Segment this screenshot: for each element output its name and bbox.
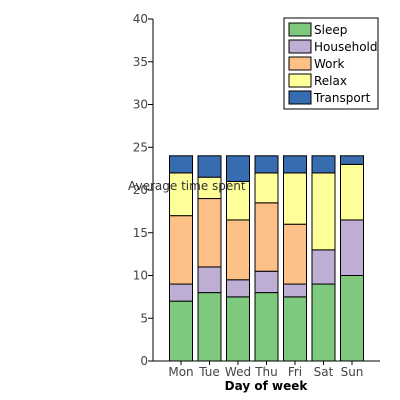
y-tick-label: 10: [133, 269, 148, 283]
x-ticks-layer: Mon Tue Wed Thu Fri Sat Sun: [168, 361, 363, 379]
bar-sat-relax: [311, 172, 336, 251]
legend-swatch-relax: [288, 73, 312, 88]
y-tick-label: 20: [133, 183, 148, 197]
legend-swatch-sleep: [288, 22, 312, 37]
bar-wed-work: [226, 219, 250, 281]
legend-label-relax: Relax: [314, 74, 347, 88]
y-tick-label: 25: [133, 140, 148, 154]
bar-fri-sleep: [283, 296, 307, 362]
x-tick-label: Wed: [225, 365, 251, 379]
bar-fri-work: [283, 223, 307, 285]
bar-sun-relax: [340, 163, 364, 221]
legend-label-transport: Transport: [313, 91, 371, 105]
legend-label-household: Household: [314, 40, 378, 54]
bars-layer: [169, 155, 364, 362]
bar-sat-household: [311, 249, 336, 285]
bar-mon-sleep: [169, 300, 193, 362]
bar-tue-sleep: [197, 292, 222, 362]
legend: Sleep Household Work Relax Transport: [283, 17, 379, 110]
bar-thu-household: [254, 270, 279, 294]
x-tick-label: Mon: [168, 365, 193, 379]
bar-sun-household: [340, 219, 364, 277]
y-tick-label: 35: [133, 55, 148, 69]
bar-fri-relax: [283, 172, 307, 225]
x-tick-label: Tue: [198, 365, 220, 379]
x-tick-label: Sat: [314, 365, 334, 379]
x-tick-label: Fri: [288, 365, 302, 379]
bar-thu-sleep: [254, 292, 279, 362]
bar-tue-household: [197, 266, 222, 294]
legend-swatch-transport: [288, 90, 312, 105]
y-tick-label: 15: [133, 226, 148, 240]
y-tick-label: 30: [133, 98, 148, 112]
bar-sun-sleep: [340, 275, 364, 362]
y-tick-label: 40: [133, 12, 148, 26]
legend-swatch-work: [288, 56, 312, 71]
x-axis-label: Day of week: [225, 379, 309, 393]
bar-thu-work: [254, 202, 279, 272]
bar-mon-transport: [169, 155, 193, 174]
bar-fri-household: [283, 283, 307, 298]
legend-label-work: Work: [314, 57, 344, 71]
y-ticks-layer: 0 5 10 15 20 25 30 35 40: [133, 12, 153, 368]
bar-sat-transport: [311, 155, 336, 174]
y-tick-label: 0: [140, 354, 148, 368]
y-axis-label: Average time spent: [128, 179, 246, 193]
bar-tue-work: [197, 198, 222, 268]
x-tick-label: Thu: [254, 365, 278, 379]
bar-mon-household: [169, 283, 193, 302]
bar-tue-transport: [197, 155, 222, 178]
bar-wed-household: [226, 279, 250, 298]
bar-fri-transport: [283, 155, 307, 174]
bar-mon-work: [169, 215, 193, 285]
bar-thu-relax: [254, 172, 279, 204]
x-tick-label: Sun: [341, 365, 364, 379]
bar-wed-transport: [226, 155, 250, 182]
legend-label-sleep: Sleep: [314, 23, 347, 37]
bar-sat-sleep: [311, 283, 336, 362]
bar-wed-sleep: [226, 296, 250, 362]
y-tick-label: 5: [140, 311, 148, 325]
bar-thu-transport: [254, 155, 279, 174]
bar-sun-transport: [340, 155, 364, 165]
legend-swatch-household: [288, 39, 312, 54]
